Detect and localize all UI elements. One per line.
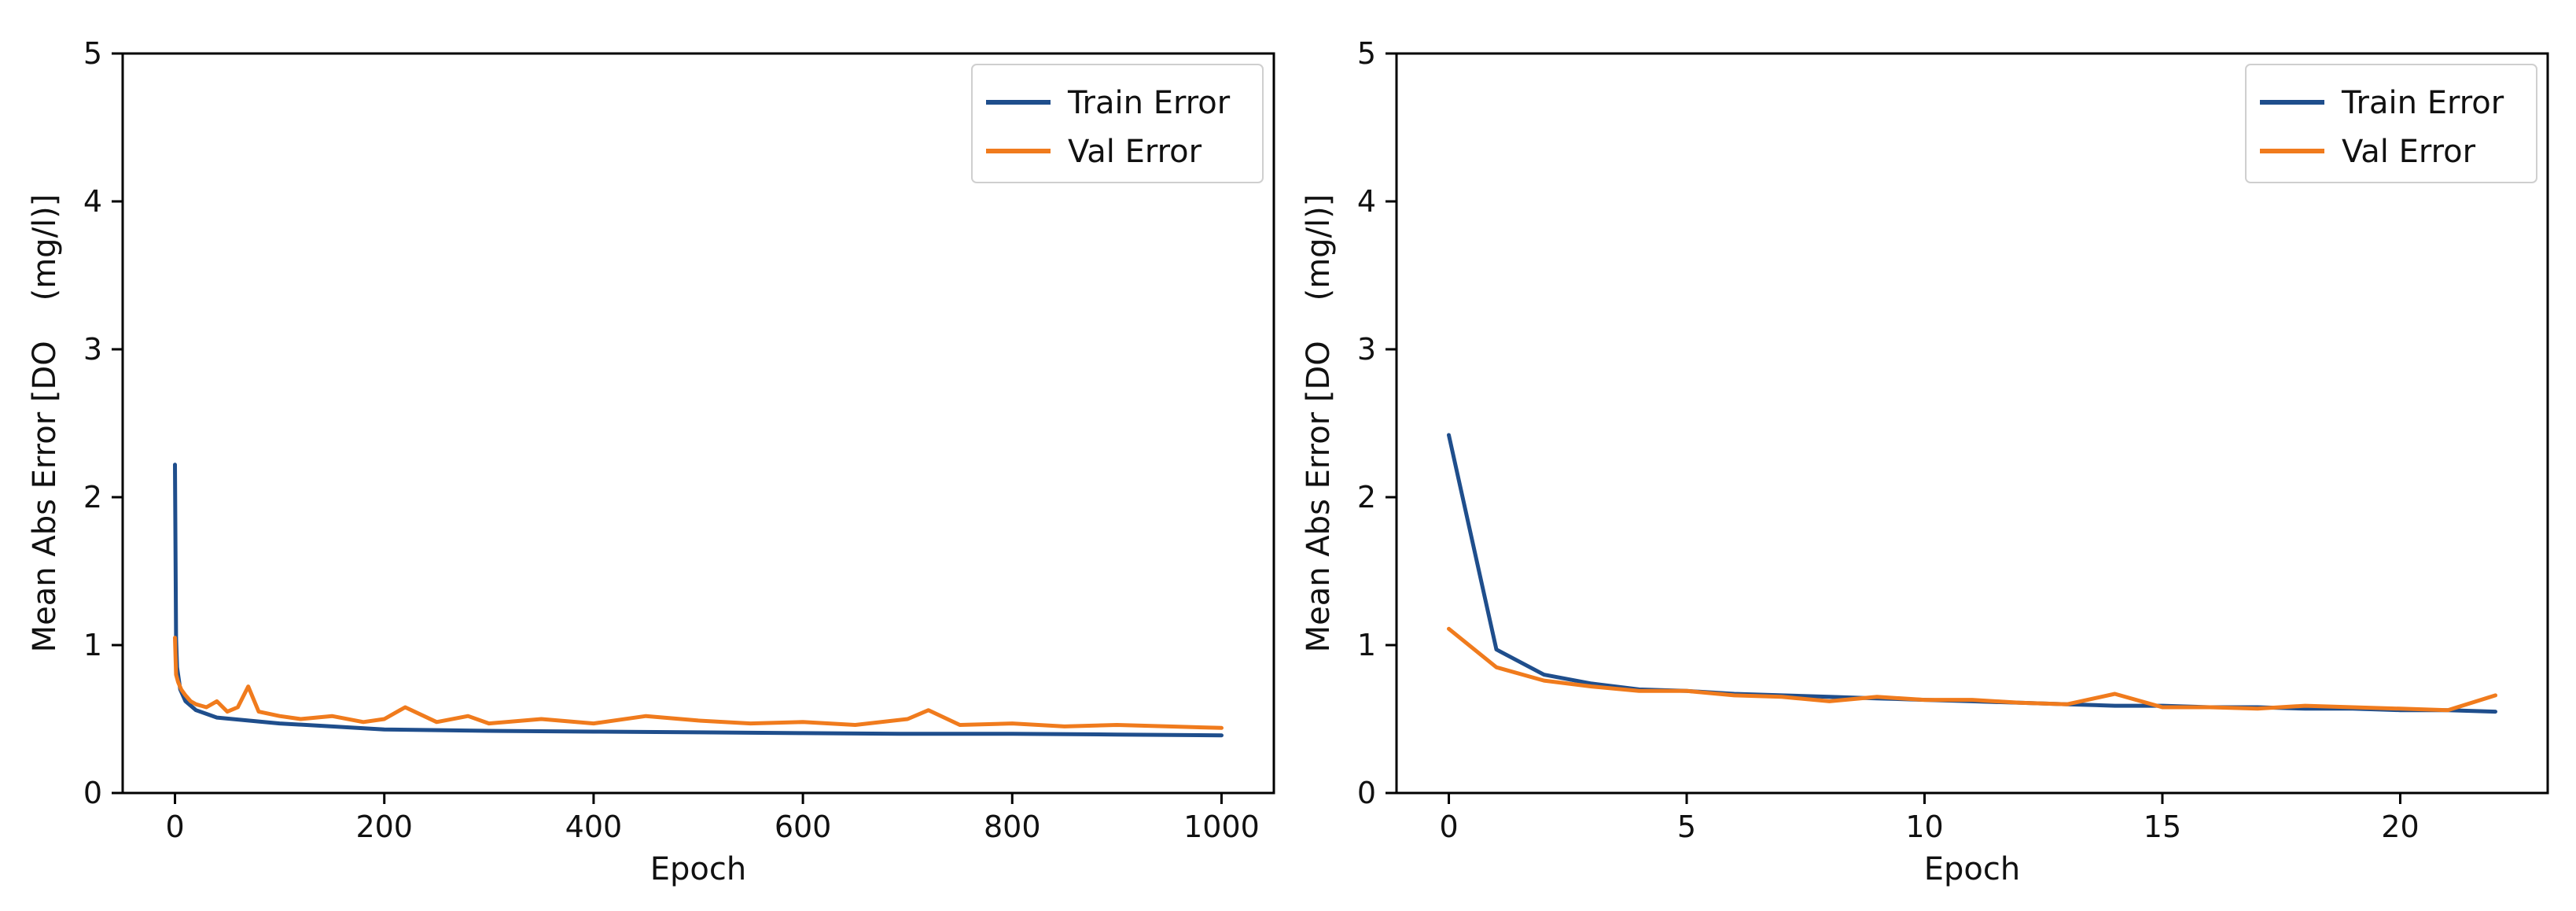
legend-label: Val Error xyxy=(1068,134,1202,170)
legend-label: Val Error xyxy=(2342,134,2476,170)
x-tick-label: 15 xyxy=(2144,810,2181,844)
x-tick-label: 0 xyxy=(1439,810,1458,844)
y-tick-label: 5 xyxy=(1357,36,1376,71)
series-line-val-error xyxy=(1447,626,2497,713)
y-tick-label: 2 xyxy=(83,480,102,515)
x-tick-label: 600 xyxy=(775,810,832,844)
y-tick-label: 0 xyxy=(83,776,102,810)
y-tick-label: 0 xyxy=(1357,776,1376,810)
plot-frame xyxy=(121,52,1275,795)
y-axis-label: Mean Abs Error [DO (mg/l)] xyxy=(1301,194,1337,653)
x-tick-label: 20 xyxy=(2381,810,2419,844)
legend-label: Train Error xyxy=(1067,85,1231,121)
x-tick-label: 200 xyxy=(355,810,413,844)
plot-frame xyxy=(1395,52,2549,795)
y-tick-label: 4 xyxy=(83,184,102,219)
y-tick-label: 3 xyxy=(1357,332,1376,367)
y-tick-label: 2 xyxy=(1357,480,1376,515)
x-tick-label: 0 xyxy=(165,810,184,844)
series-line-val-error xyxy=(173,636,1224,730)
x-tick-label: 400 xyxy=(565,810,623,844)
x-tick-label: 800 xyxy=(984,810,1041,844)
x-axis-label: Epoch xyxy=(1924,851,2020,887)
x-tick-label: 5 xyxy=(1677,810,1696,844)
y-axis-label: Mean Abs Error [DO (mg/l)] xyxy=(27,194,63,653)
y-tick-label: 5 xyxy=(83,36,102,71)
y-tick-label: 1 xyxy=(1357,628,1376,662)
legend-label: Train Error xyxy=(2341,85,2504,121)
y-tick-label: 3 xyxy=(83,332,102,367)
plot-early-stopping: 0 5 10 15 20 0 1 2 3 4 5 Epoch Mean Abs Error [DO (m… xyxy=(1301,36,2549,887)
x-tick-label: 1000 xyxy=(1183,810,1260,844)
series-line-train-error xyxy=(173,463,1224,738)
plot-full-training: 0 200 400 600 800 1000 0 1 2 3 4 5 Epoch Mean Abs Err… xyxy=(27,36,1275,887)
x-axis-label: Epoch xyxy=(650,851,746,887)
y-tick-label: 4 xyxy=(1357,184,1376,219)
x-tick-label: 10 xyxy=(1905,810,1943,844)
y-tick-label: 1 xyxy=(83,628,102,662)
series-line-train-error xyxy=(1447,433,2497,714)
